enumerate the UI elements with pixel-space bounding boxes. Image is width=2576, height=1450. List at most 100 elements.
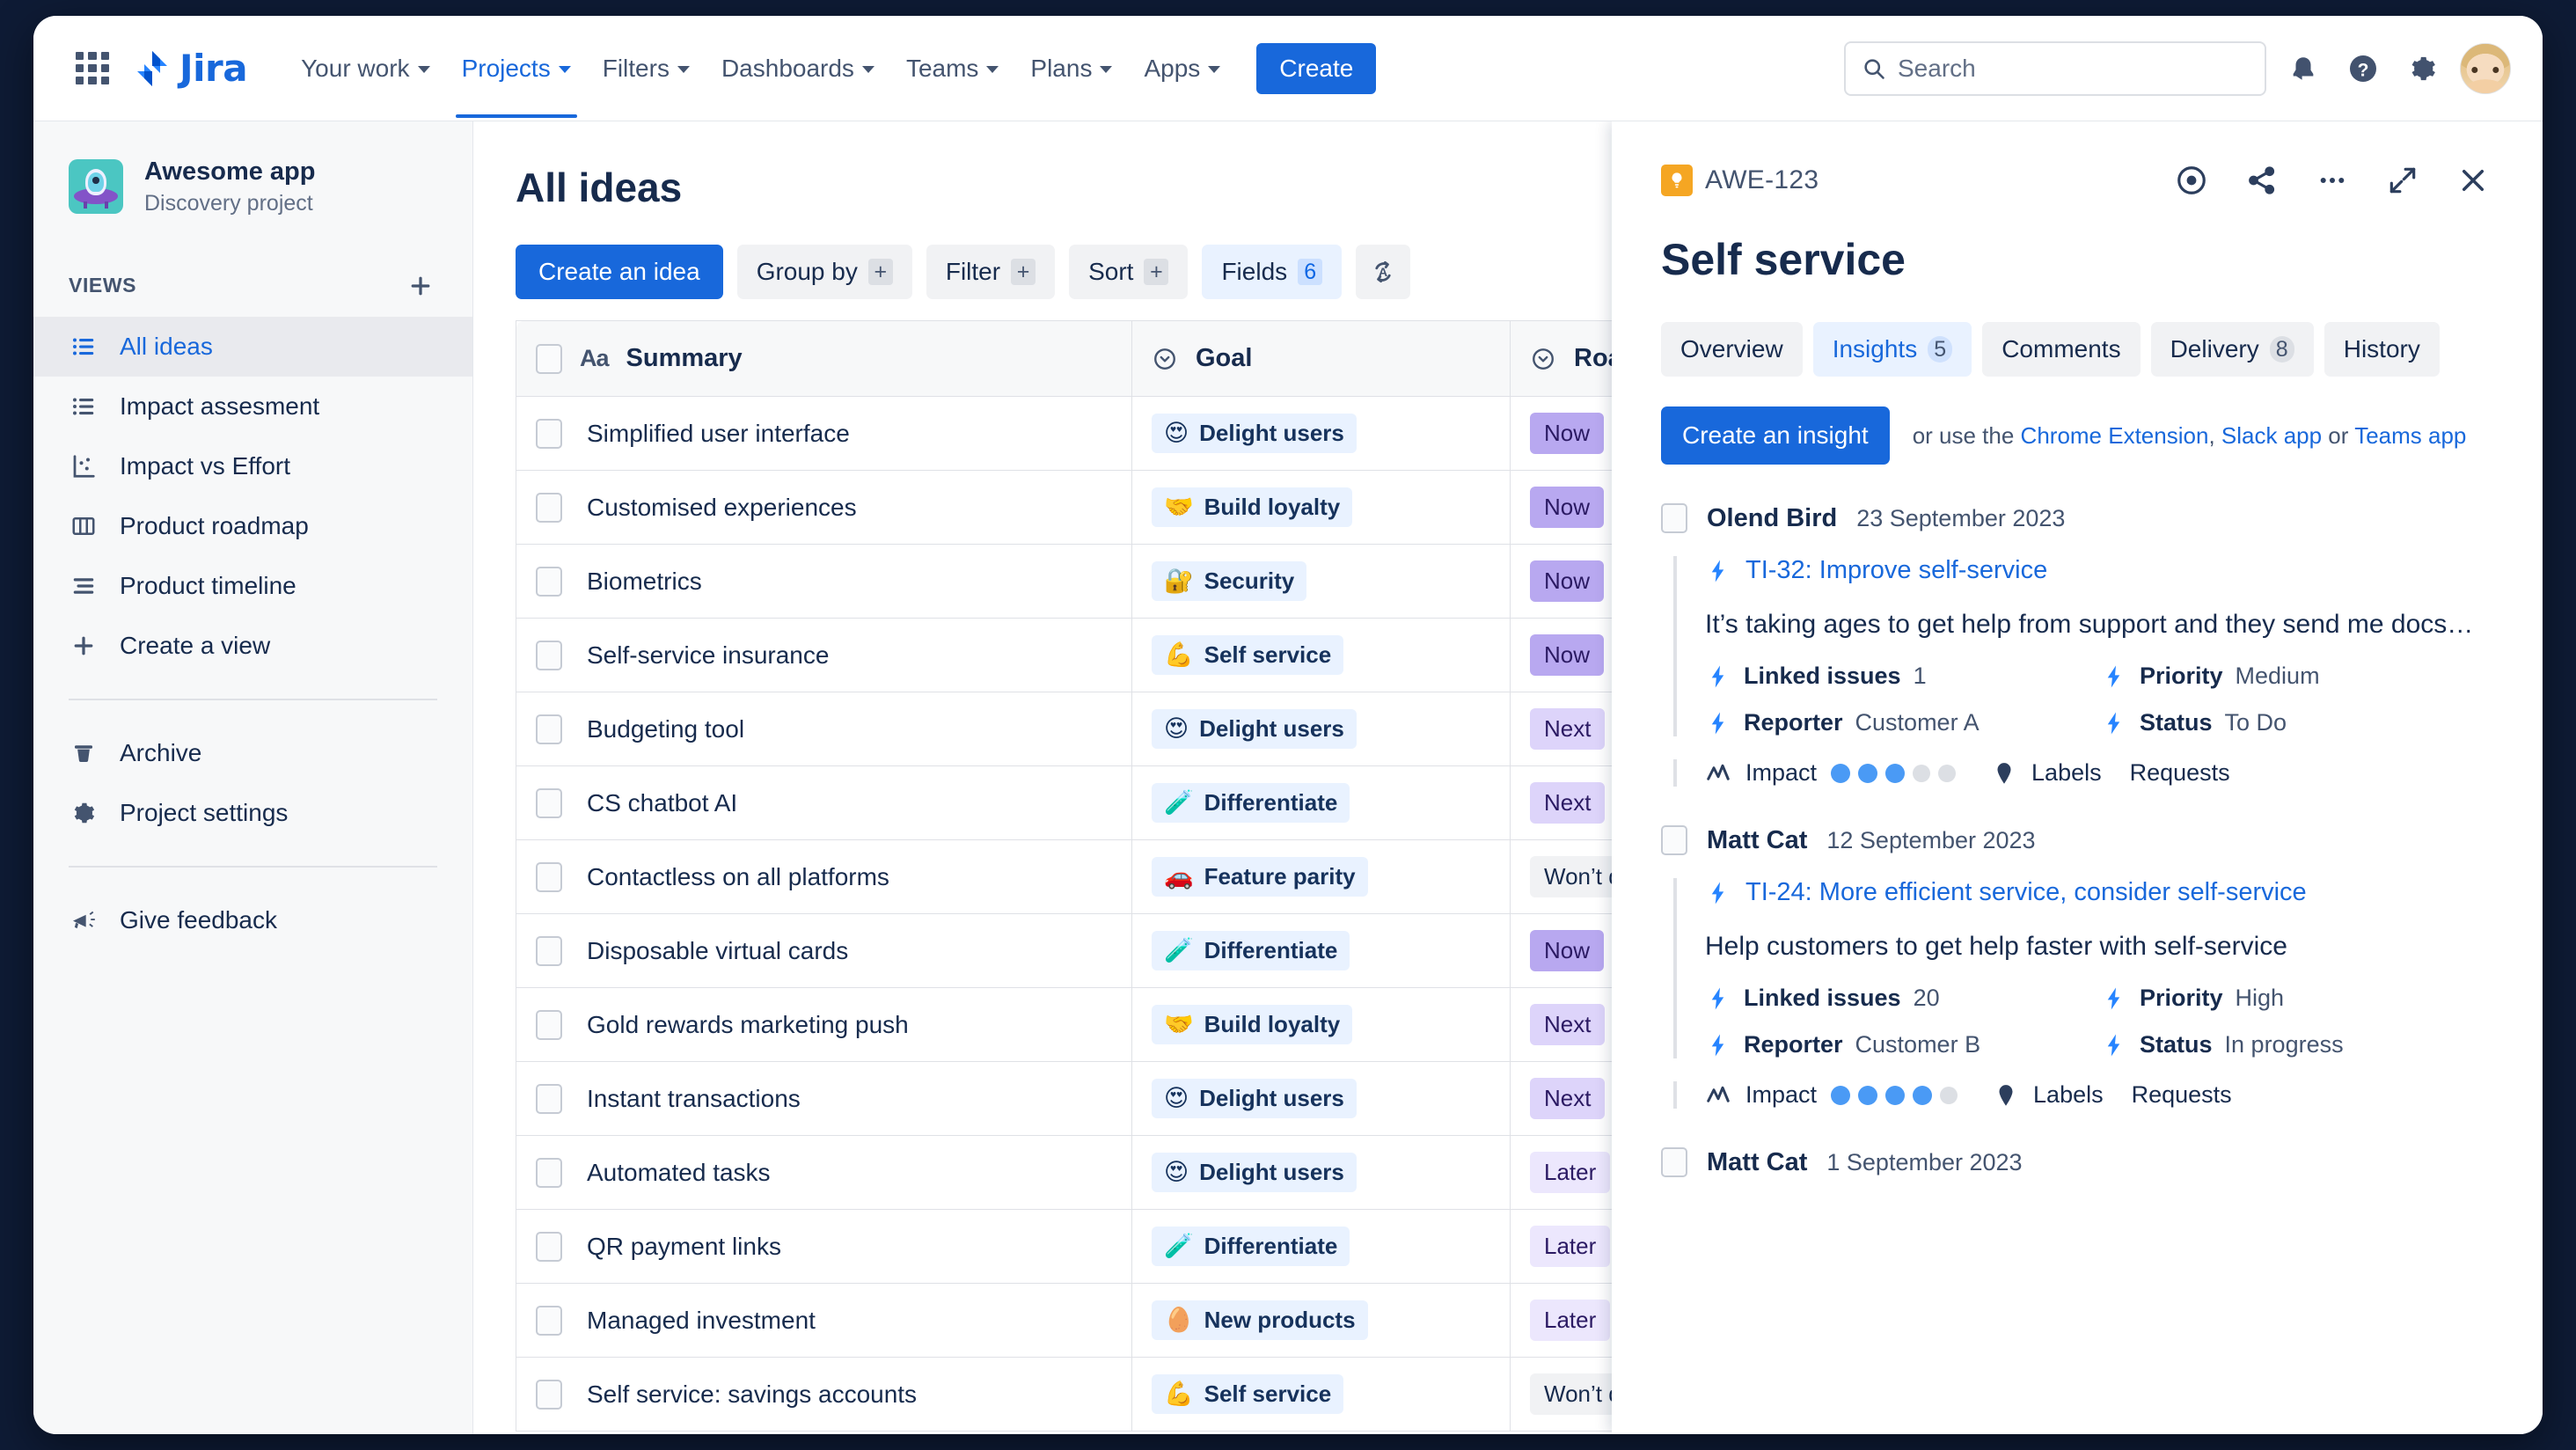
row-checkbox[interactable] (536, 1157, 562, 1188)
cell-summary[interactable]: Instant transactions (516, 1061, 1132, 1136)
create-an-idea-button[interactable]: Create an idea (516, 245, 723, 299)
watch-eye-icon[interactable] (2171, 160, 2212, 201)
insight-checkbox[interactable] (1661, 825, 1687, 855)
tab-delivery[interactable]: Delivery 8 (2150, 322, 2314, 377)
row-checkbox[interactable] (536, 935, 562, 966)
more-options-icon[interactable] (2312, 160, 2353, 201)
row-checkbox[interactable] (536, 640, 562, 670)
grid-apps-icon[interactable] (72, 48, 113, 89)
impact-rating-dots[interactable] (1831, 763, 1957, 783)
row-checkbox[interactable] (536, 492, 562, 523)
auto-translate-icon[interactable]: A (1356, 245, 1411, 299)
tab-insights[interactable]: Insights 5 (1812, 322, 1972, 377)
issue-key[interactable]: AWE-123 (1705, 165, 1819, 194)
search-input[interactable] (1898, 54, 2249, 83)
sidebar-item-create-a-view[interactable]: Create a view (33, 616, 472, 676)
help-icon[interactable]: ? (2340, 46, 2386, 92)
cell-goal[interactable]: 😍 Delight users (1131, 1061, 1511, 1136)
cell-goal[interactable]: 🔐 Security (1131, 544, 1511, 619)
close-icon[interactable] (2453, 160, 2493, 201)
insight-checkbox[interactable] (1661, 503, 1687, 533)
table-row[interactable]: Instant transactions 😍 Delight users Next (516, 1061, 1836, 1136)
column-header-summary[interactable]: Aa Summary (516, 320, 1132, 397)
sidebar-item-product-timeline[interactable]: Product timeline (33, 556, 472, 616)
cell-goal[interactable]: 😍 Delight users (1131, 1135, 1511, 1210)
group-by-button[interactable]: Group by + (736, 245, 912, 299)
notifications-icon[interactable] (2280, 46, 2326, 92)
cell-summary[interactable]: Simplified user interface (516, 396, 1132, 471)
cell-goal[interactable]: 🧪 Differentiate (1131, 1209, 1511, 1284)
row-checkbox[interactable] (536, 1083, 562, 1114)
cell-summary[interactable]: Automated tasks (516, 1135, 1132, 1210)
cell-summary[interactable]: Managed investment (516, 1283, 1132, 1358)
cell-goal[interactable]: 🚗 Feature parity (1131, 839, 1511, 914)
teams-app-link[interactable]: Teams app (2354, 421, 2467, 449)
cell-goal[interactable]: 😍 Delight users (1131, 692, 1511, 766)
chrome-extension-link[interactable]: Chrome Extension (2020, 421, 2209, 449)
sidebar-item-project-settings[interactable]: Project settings (33, 783, 472, 843)
sidebar-item-product-roadmap[interactable]: Product roadmap (33, 496, 472, 556)
fields-button[interactable]: Fields 6 (1202, 245, 1343, 299)
filter-button[interactable]: Filter + (926, 245, 1056, 299)
impact-group[interactable]: Impact (1705, 1081, 1958, 1109)
impact-group[interactable]: Impact (1705, 759, 1957, 787)
nav-item-plans[interactable]: Plans (1015, 44, 1127, 93)
insight-issue-link[interactable]: TI-24: More efficient service, consider … (1705, 878, 2493, 907)
sidebar-item-impact-vs-effort[interactable]: Impact vs Effort (33, 436, 472, 496)
labels-group[interactable]: Labels Requests (1991, 759, 2230, 787)
column-header-goal[interactable]: Goal (1131, 320, 1511, 397)
cell-goal[interactable]: 🤝 Build loyalty (1131, 987, 1511, 1062)
cell-summary[interactable]: Budgeting tool (516, 692, 1132, 766)
cell-goal[interactable]: 💪 Self service (1131, 1357, 1511, 1432)
project-header[interactable]: Awesome app Discovery project (33, 151, 472, 216)
sort-button[interactable]: Sort + (1069, 245, 1189, 299)
create-button[interactable]: Create (1256, 42, 1377, 94)
expand-icon[interactable] (2382, 160, 2423, 201)
nav-item-projects[interactable]: Projects (447, 44, 586, 118)
nav-item-filters[interactable]: Filters (588, 44, 705, 93)
nav-item-your-work[interactable]: Your work (286, 44, 444, 93)
share-icon[interactable] (2242, 160, 2282, 201)
impact-rating-dots[interactable] (1831, 1085, 1958, 1105)
sidebar-item-all-ideas[interactable]: All ideas (33, 316, 472, 377)
cell-goal[interactable]: 💪 Self service (1131, 618, 1511, 692)
slack-app-link[interactable]: Slack app (2221, 421, 2323, 449)
panel-title[interactable]: Self service (1661, 235, 1906, 284)
cell-summary[interactable]: Self-service insurance (516, 618, 1132, 692)
nav-item-teams[interactable]: Teams (891, 44, 1014, 93)
row-checkbox[interactable] (536, 418, 562, 449)
cell-summary[interactable]: Customised experiences (516, 470, 1132, 545)
insight-checkbox[interactable] (1661, 1147, 1687, 1177)
cell-summary[interactable]: Self service: savings accounts (516, 1357, 1132, 1432)
insight-card[interactable]: Matt Cat 1 September 2023 (1661, 1147, 2493, 1177)
sidebar-item-give-feedback[interactable]: Give feedback (33, 890, 472, 950)
row-checkbox[interactable] (536, 1379, 562, 1410)
row-checkbox[interactable] (536, 714, 562, 744)
sidebar-item-archive[interactable]: Archive (33, 723, 472, 783)
nav-item-apps[interactable]: Apps (1129, 44, 1235, 93)
cell-summary[interactable]: Disposable virtual cards (516, 913, 1132, 988)
table-row[interactable]: Contactless on all platforms 🚗 Feature par… (516, 839, 1836, 914)
insight-card[interactable]: Olend Bird 23 September 2023 TI-32: Improv… (1661, 503, 2493, 787)
cell-goal[interactable]: 🧪 Differentiate (1131, 765, 1511, 840)
search-box[interactable] (1844, 40, 2266, 96)
cell-goal[interactable]: 🤝 Build loyalty (1131, 470, 1511, 545)
cell-summary[interactable]: Gold rewards marketing push (516, 987, 1132, 1062)
tab-comments[interactable]: Comments (1982, 322, 2141, 377)
gear-icon[interactable] (2400, 46, 2446, 92)
cell-goal[interactable]: 🥚 New products (1131, 1283, 1511, 1358)
cell-summary[interactable]: Contactless on all platforms (516, 839, 1132, 914)
add-view-button[interactable] (402, 267, 439, 304)
cell-summary[interactable]: Biometrics (516, 544, 1132, 619)
cell-summary[interactable]: CS chatbot AI (516, 765, 1132, 840)
table-row[interactable]: Budgeting tool 😍 Delight users Next (516, 692, 1836, 766)
row-checkbox[interactable] (536, 1009, 562, 1040)
insight-card[interactable]: Matt Cat 12 September 2023 TI-24: More eff… (1661, 825, 2493, 1109)
row-checkbox[interactable] (536, 566, 562, 597)
row-checkbox[interactable] (536, 1305, 562, 1336)
tab-overview[interactable]: Overview (1661, 322, 1803, 377)
table-row[interactable]: Automated tasks 😍 Delight users Later (516, 1135, 1836, 1210)
table-row[interactable]: QR payment links 🧪 Differentiate Later (516, 1209, 1836, 1284)
row-checkbox[interactable] (536, 861, 562, 892)
create-an-insight-button[interactable]: Create an insight (1661, 406, 1890, 465)
